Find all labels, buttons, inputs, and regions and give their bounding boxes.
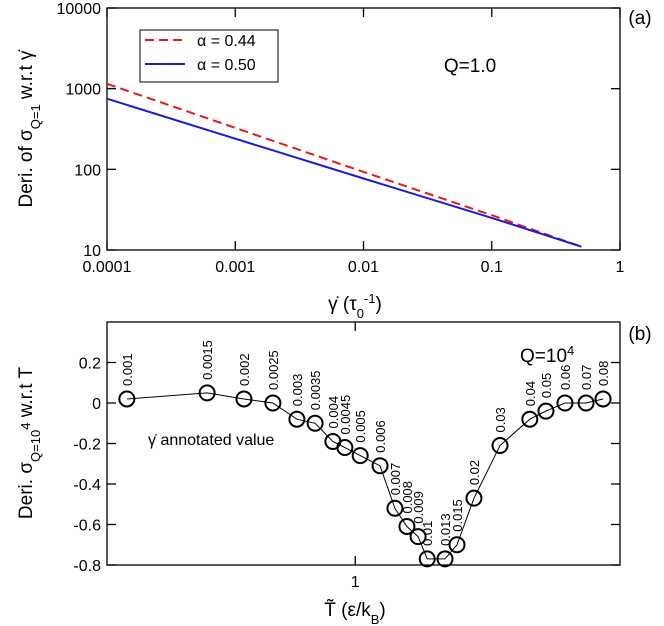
x-tick-label: 1: [616, 259, 625, 276]
point-label: 0.08: [596, 361, 611, 386]
y-axis-label: Deri. of σQ=1 w.r.t γ̇: [16, 49, 43, 207]
point: [235, 390, 253, 408]
point: [336, 439, 354, 457]
x-tick-label: 1: [351, 574, 360, 591]
point: [371, 457, 389, 475]
point: [465, 489, 483, 507]
point-label: 0.007: [388, 463, 403, 496]
point: [418, 550, 436, 568]
point-label: 0.009: [411, 491, 426, 524]
point-label: 0.015: [450, 499, 465, 532]
annotation-sup: 4: [567, 343, 574, 358]
y-label-sup: 4: [18, 423, 33, 430]
y-tick-label: -0.8: [73, 558, 101, 575]
y-tick-label: 0.2: [79, 356, 101, 373]
point: [386, 499, 404, 517]
point-label: 0.004: [326, 396, 341, 429]
point-label: 0.0015: [200, 340, 215, 380]
y-tick-label: 0: [92, 396, 101, 413]
x-tick-label: 0.1: [481, 259, 503, 276]
annotation-text: Q=10: [520, 346, 567, 367]
x-label-sup: -1: [364, 291, 376, 306]
point-label: 0.0035: [308, 370, 323, 410]
y-tick-label: 100: [74, 162, 101, 179]
point: [306, 414, 324, 432]
point: [198, 384, 216, 402]
point: [436, 550, 454, 568]
x-label-end: ): [376, 294, 382, 315]
point: [409, 528, 427, 546]
point-label: 0.013: [438, 513, 453, 546]
point: [491, 437, 509, 455]
annotation: Q=1.0: [444, 56, 496, 77]
legend-box: [139, 29, 279, 83]
y-tick-label: 10: [83, 243, 101, 260]
y-tick-label: -0.6: [73, 518, 101, 535]
point: [264, 394, 282, 412]
point: [398, 518, 416, 536]
y-label-sub: Q=1: [28, 104, 43, 129]
point: [537, 402, 555, 420]
x-label-text: γ̇ (τ: [328, 294, 357, 315]
point: [288, 410, 306, 428]
point: [118, 390, 136, 408]
point-label: 0.01: [420, 521, 435, 546]
point-label: 0.0045: [338, 395, 353, 435]
point: [577, 394, 595, 412]
y-label-sub: Q=10: [28, 430, 43, 462]
series-line: [106, 82, 582, 248]
x-tick-label: 0.0001: [83, 259, 132, 276]
point-label: 0.001: [120, 353, 135, 386]
point: [594, 390, 612, 408]
legend-label: α = 0.44: [197, 33, 256, 50]
point: [521, 410, 539, 428]
x-label-end: ): [379, 600, 385, 621]
point: [448, 536, 466, 554]
point-label: 0.0025: [266, 350, 281, 390]
x-label-sub: B: [371, 612, 380, 626]
x-axis-label: T̃ (ε/kB): [324, 599, 385, 626]
point-label: 0.02: [467, 460, 482, 485]
x-tick-label: 0.001: [215, 259, 255, 276]
x-tick-label: 0.01: [348, 259, 379, 276]
y-label-text: Deri. σ: [16, 462, 37, 519]
point-label: 0.005: [353, 410, 368, 443]
x-axis-label: γ̇ (τ0-1): [328, 291, 382, 321]
point-label: 0.04: [523, 381, 538, 406]
y-tick-label: 10000: [57, 1, 102, 18]
note: γ̇ annotated value: [148, 432, 274, 449]
series-line: [126, 392, 604, 560]
annotation: Q=104: [520, 343, 574, 368]
point: [351, 447, 369, 465]
panel-label: (a): [628, 8, 651, 29]
y-label-text: Deri. of σ: [16, 129, 37, 208]
y-tick-label: -0.2: [73, 437, 101, 454]
legend-label: α = 0.50: [197, 57, 256, 74]
point-label: 0.008: [400, 481, 415, 514]
point-label: 0.006: [373, 420, 388, 453]
point-label: 0.003: [290, 374, 305, 407]
series-line: [106, 97, 582, 248]
point-label: 0.05: [539, 373, 554, 398]
y-tick-label: -0.4: [73, 477, 101, 494]
point-label: 0.06: [558, 365, 573, 390]
point-label: 0.03: [493, 407, 508, 432]
y-label-end: w.r.t T: [16, 367, 37, 423]
y-axis-label: Deri. σQ=104 w.r.t T: [16, 367, 43, 520]
point-label: 0.002: [237, 353, 252, 386]
x-label-sub: 0: [357, 306, 364, 321]
point-label: 0.07: [579, 365, 594, 390]
point: [556, 394, 574, 412]
y-label-end: w.r.t γ̇: [16, 49, 37, 104]
panel-label: (b): [628, 324, 651, 345]
x-label-text: T̃ (ε/k: [324, 599, 371, 621]
y-tick-label: 1000: [65, 82, 101, 99]
